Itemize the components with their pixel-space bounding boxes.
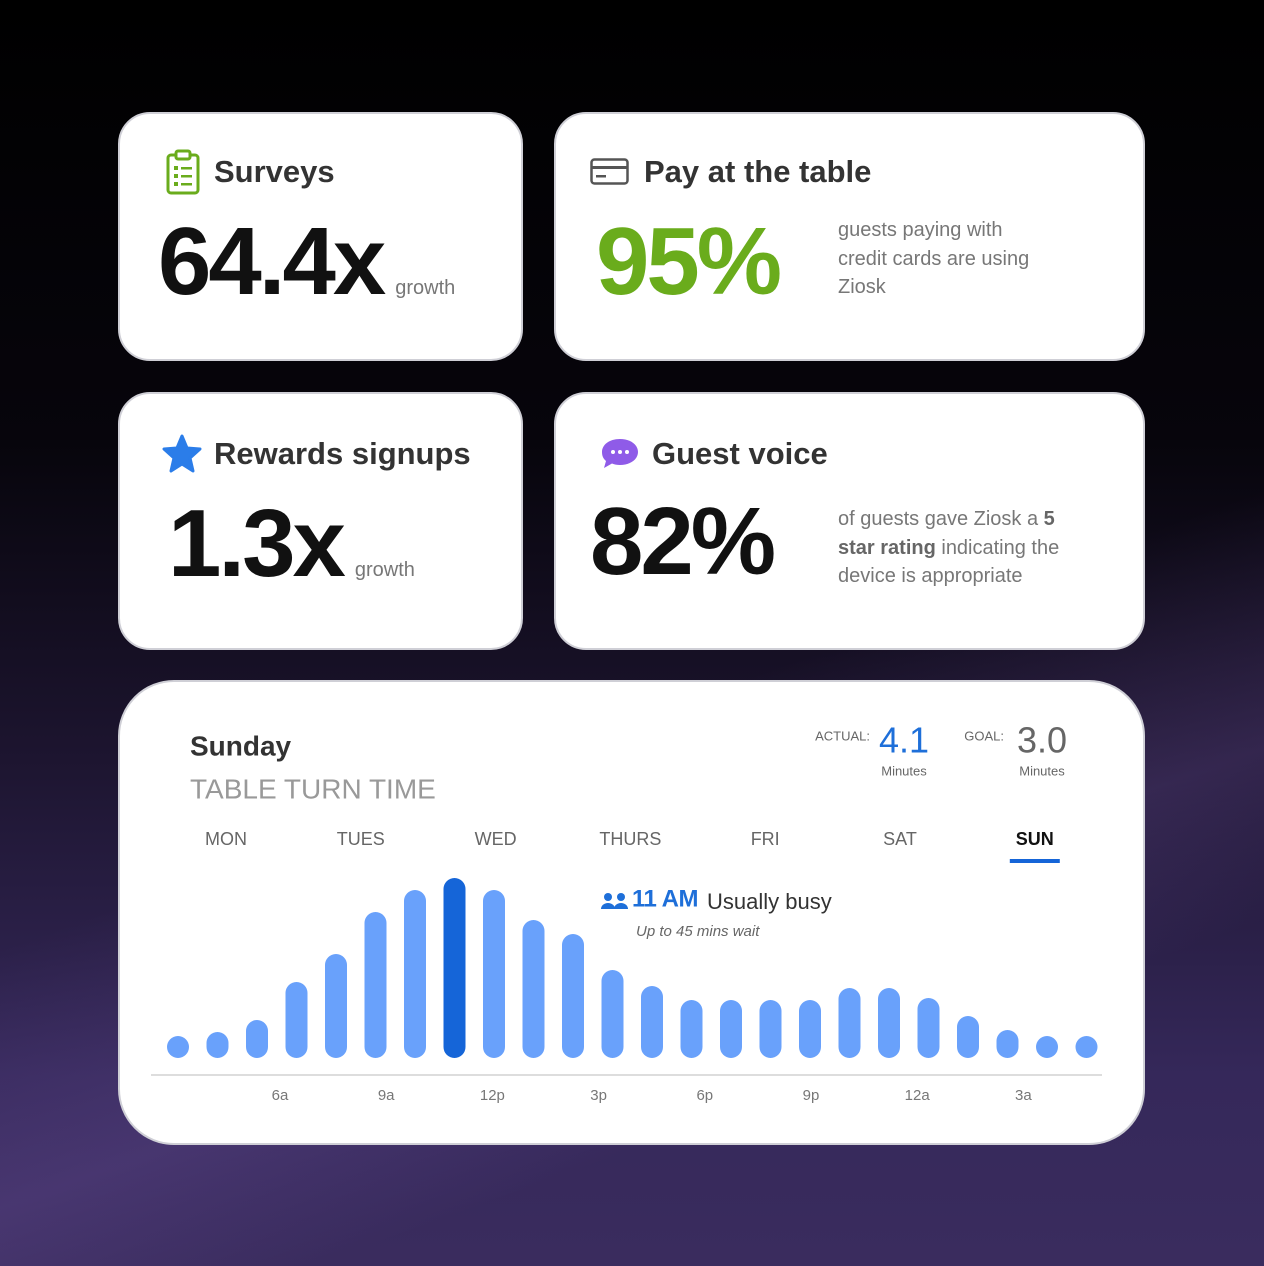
bar: [325, 954, 347, 1058]
day-tab: SAT: [883, 829, 917, 849]
bar: [878, 988, 900, 1058]
card-title: Guest voice: [652, 436, 828, 471]
busy-wait: Up to 45 mins wait: [636, 923, 760, 940]
credit-card-icon: [590, 158, 629, 185]
bar: [759, 1000, 782, 1058]
star-icon: [162, 434, 202, 473]
chat-icon: [602, 439, 638, 468]
bar: [641, 986, 663, 1058]
turn-time-panel: Sunday TABLE TURN TIME ACTUAL: 4.1 Minut…: [118, 680, 1145, 1145]
day-tab: THURS: [599, 829, 661, 849]
card-title: Rewards signups: [214, 436, 471, 471]
x-tick-label: 3a: [1015, 1087, 1032, 1104]
day-tab: SUN: [1016, 829, 1054, 849]
actual-unit: Minutes: [881, 763, 927, 778]
metric: 1.3x growth: [168, 496, 415, 592]
actual-label: ACTUAL:: [815, 728, 870, 743]
bar: [799, 1000, 821, 1058]
actual-value: 4.1: [879, 720, 929, 761]
metric-value: 64.4x: [158, 208, 386, 315]
description-text: indicating the device is appropriate: [838, 536, 1060, 588]
goal-value: 3.0: [1017, 720, 1067, 761]
clipboard-icon: [166, 149, 200, 195]
bar: [404, 890, 426, 1058]
metric-description: guests paying with credit cards are usin…: [838, 219, 1030, 298]
turn-time-chart: Sunday TABLE TURN TIME ACTUAL: 4.1 Minut…: [151, 720, 1102, 1104]
bar: [483, 890, 505, 1058]
metric-value: 1.3x: [168, 490, 346, 597]
metric-value: 82%: [590, 488, 776, 595]
people-icon: [601, 893, 628, 909]
goal-unit: Minutes: [1019, 763, 1065, 778]
surveys-card: Surveys 64.4x growth: [118, 112, 523, 361]
metric-value: 95%: [596, 208, 782, 315]
bar: [364, 912, 387, 1058]
card-title: Pay at the table: [644, 154, 872, 189]
pay-card: Pay at the table 95% guests paying with …: [554, 112, 1145, 361]
bar: [1075, 1036, 1098, 1058]
bar: [167, 1036, 189, 1058]
x-tick-label: 9p: [803, 1087, 820, 1104]
x-tick-label: 6p: [696, 1087, 713, 1104]
day-title: Sunday: [190, 730, 292, 761]
bar: [1036, 1036, 1058, 1058]
x-tick-label: 6a: [272, 1087, 289, 1104]
bar: [246, 1020, 268, 1058]
metric-unit: growth: [395, 277, 456, 299]
panel-subtitle: TABLE TURN TIME: [190, 773, 436, 804]
description-text: of guests gave Ziosk a: [838, 508, 1044, 530]
bar: [206, 1032, 229, 1058]
day-tab: WED: [475, 829, 517, 849]
day-tab: FRI: [751, 829, 780, 849]
metric-description: of guests gave Ziosk a 5 star rating ind…: [838, 505, 1088, 591]
x-tick-label: 3p: [590, 1087, 607, 1104]
metric: 64.4x growth: [158, 214, 455, 310]
bar: [720, 1000, 742, 1058]
bar: [601, 970, 624, 1058]
day-tab: MON: [205, 829, 247, 849]
card-title: Surveys: [214, 154, 335, 189]
bar: [285, 982, 308, 1058]
x-tick-label: 12a: [905, 1087, 931, 1104]
bar: [562, 934, 584, 1058]
busy-time: 11 AM: [632, 885, 698, 912]
guest-voice-card: Guest voice 82% of guests gave Ziosk a 5…: [554, 392, 1145, 650]
x-tick-label: 12p: [480, 1087, 505, 1104]
bar: [917, 998, 940, 1058]
metric-unit: growth: [354, 559, 415, 581]
day-tab-underline: [1009, 859, 1060, 863]
x-tick-label: 9a: [378, 1087, 395, 1104]
rewards-card: Rewards signups 1.3x growth: [118, 392, 523, 650]
bar: [957, 1016, 979, 1058]
bar: [522, 920, 545, 1058]
busy-status: Usually busy: [707, 889, 832, 914]
bar: [996, 1030, 1019, 1058]
day-tab: TUES: [337, 829, 385, 849]
bar: [838, 988, 861, 1058]
description-bold: 5 star rating: [838, 508, 1055, 559]
bar: [443, 878, 466, 1058]
bar: [680, 1000, 703, 1058]
goal-label: GOAL:: [964, 728, 1004, 743]
